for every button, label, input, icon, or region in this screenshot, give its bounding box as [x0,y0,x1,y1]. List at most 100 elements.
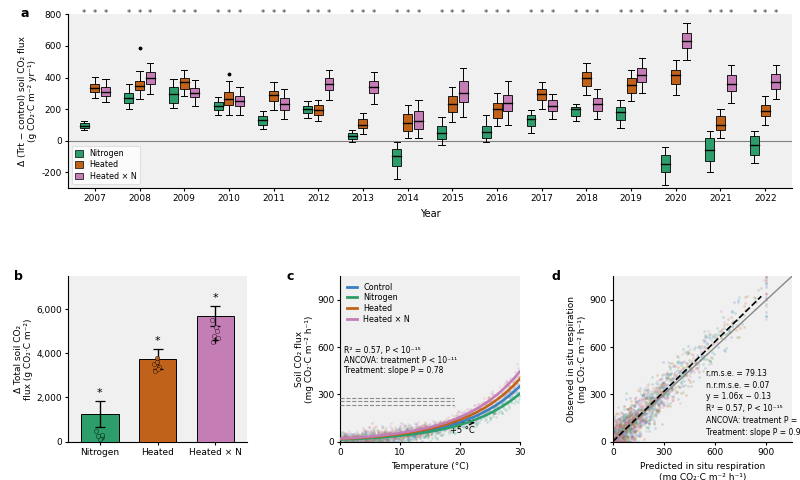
Point [382,438,395,445]
Point [507,381,520,389]
Point [438,427,450,435]
Point [618,402,630,410]
Point [607,426,620,433]
Point [395,438,408,445]
Point [706,348,718,356]
Point [390,428,402,436]
Point [479,415,492,423]
Point [628,407,641,414]
Point [446,415,459,423]
Point [387,434,400,442]
Point [664,363,677,371]
Point [336,435,349,443]
Point [661,369,674,376]
Point [386,430,398,438]
Point [434,423,447,431]
Point [486,402,498,410]
Point [619,419,632,426]
Point [424,424,437,432]
Point [361,433,374,441]
Point [613,435,626,443]
Point [434,423,446,431]
Point [620,426,633,434]
Point [339,436,352,444]
Point [471,411,484,419]
Point [618,427,630,434]
Point [609,437,622,444]
Point [665,375,678,383]
Point [379,429,392,436]
Point [478,401,490,408]
Point [347,432,360,440]
Point [738,302,750,310]
Point [419,432,432,439]
Point [349,433,362,441]
Point [434,419,446,426]
Point [612,424,625,432]
Point [403,435,416,443]
Point [635,409,648,417]
Point [349,435,362,443]
Point [616,438,629,445]
Point [403,430,416,438]
Point [512,384,525,392]
Point [400,433,413,441]
Point [378,438,390,445]
Point [610,438,622,445]
Text: *: * [574,9,578,18]
Point [614,426,626,433]
Point [689,355,702,363]
Point [513,372,526,380]
Point [636,403,649,410]
Point [671,363,684,371]
Point [401,425,414,432]
Point [606,438,619,445]
Point [646,373,658,381]
Point [609,438,622,445]
Point [462,414,475,421]
Point [629,395,642,403]
Point [607,438,620,445]
Point [354,433,366,441]
Point [406,432,419,440]
Point [638,390,650,397]
Point [618,420,630,427]
Point [340,432,353,439]
Point [621,413,634,421]
Point [652,390,665,398]
Point [614,426,627,433]
Point [408,419,421,427]
Point [650,399,662,407]
Point [618,432,631,439]
Point [369,436,382,444]
Point [650,399,663,407]
Point [608,436,621,444]
Point [490,413,502,421]
Point [433,420,446,428]
Point [614,423,626,431]
Point [691,366,704,373]
Point [346,436,358,444]
Point [385,425,398,432]
Point [473,405,486,412]
Point [622,418,634,425]
Point [462,412,475,420]
Point [432,421,445,429]
Point [634,412,646,420]
Point [417,423,430,431]
Point [614,438,626,445]
Point [635,416,648,423]
Point [630,420,642,428]
Point [606,433,619,441]
Point [664,387,677,395]
Point [365,435,378,443]
Point [447,416,460,424]
Point [670,371,682,379]
Point [610,431,622,439]
Point [378,435,391,443]
Point [367,438,380,445]
Point [350,432,362,440]
Point [450,422,462,430]
Point [622,426,634,433]
Point [345,435,358,443]
